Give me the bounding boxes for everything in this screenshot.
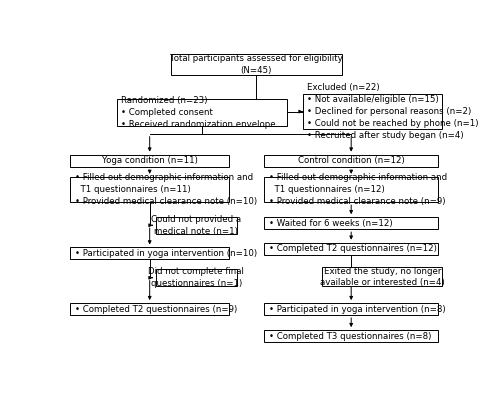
Text: Total participants assessed for eligibility
(N=45): Total participants assessed for eligibil… bbox=[170, 54, 342, 75]
Text: Excluded (n=22)
• Not available/eligible (n=15)
• Declined for personal reasons : Excluded (n=22) • Not available/eligible… bbox=[308, 83, 479, 140]
FancyBboxPatch shape bbox=[117, 99, 287, 126]
FancyBboxPatch shape bbox=[70, 154, 229, 167]
Text: Randomized (n=23)
• Completed consent
• Received randomization envelope: Randomized (n=23) • Completed consent • … bbox=[122, 96, 276, 129]
Text: Yoga condition (n=11): Yoga condition (n=11) bbox=[102, 157, 198, 165]
Text: Exited the study, no longer
available or interested (n=4): Exited the study, no longer available or… bbox=[320, 266, 444, 287]
Text: Did not complete final
questionnaires (n=1): Did not complete final questionnaires (n… bbox=[148, 267, 244, 288]
FancyBboxPatch shape bbox=[171, 55, 342, 75]
FancyBboxPatch shape bbox=[156, 216, 237, 234]
FancyBboxPatch shape bbox=[70, 247, 229, 259]
FancyBboxPatch shape bbox=[156, 269, 237, 287]
Text: • Participated in yoga intervention (n=10): • Participated in yoga intervention (n=1… bbox=[75, 249, 257, 258]
FancyBboxPatch shape bbox=[264, 242, 438, 255]
Text: • Participated in yoga intervention (n=8): • Participated in yoga intervention (n=8… bbox=[268, 304, 446, 313]
Text: • Completed T3 questionnaires (n=8): • Completed T3 questionnaires (n=8) bbox=[268, 332, 431, 341]
Text: • Completed T2 questionnaires (n=12): • Completed T2 questionnaires (n=12) bbox=[268, 244, 436, 253]
FancyBboxPatch shape bbox=[303, 94, 442, 129]
FancyBboxPatch shape bbox=[264, 330, 438, 342]
FancyBboxPatch shape bbox=[264, 217, 438, 229]
FancyBboxPatch shape bbox=[70, 177, 229, 202]
Text: • Completed T2 questionnaires (n=9): • Completed T2 questionnaires (n=9) bbox=[75, 304, 237, 313]
Text: Could not provided a
medical note (n=1): Could not provided a medical note (n=1) bbox=[151, 215, 241, 236]
FancyBboxPatch shape bbox=[264, 154, 438, 167]
FancyBboxPatch shape bbox=[70, 303, 229, 315]
Text: Control condition (n=12): Control condition (n=12) bbox=[298, 157, 405, 165]
FancyBboxPatch shape bbox=[264, 303, 438, 315]
FancyBboxPatch shape bbox=[264, 177, 438, 202]
Text: • Filled out demographic information and
  T1 questionnaires (n=12)
• Provided m: • Filled out demographic information and… bbox=[268, 173, 447, 206]
Text: • Filled out demographic information and
  T1 questionnaires (n=11)
• Provided m: • Filled out demographic information and… bbox=[75, 173, 257, 206]
Text: • Waited for 6 weeks (n=12): • Waited for 6 weeks (n=12) bbox=[268, 219, 392, 228]
FancyBboxPatch shape bbox=[322, 267, 442, 287]
